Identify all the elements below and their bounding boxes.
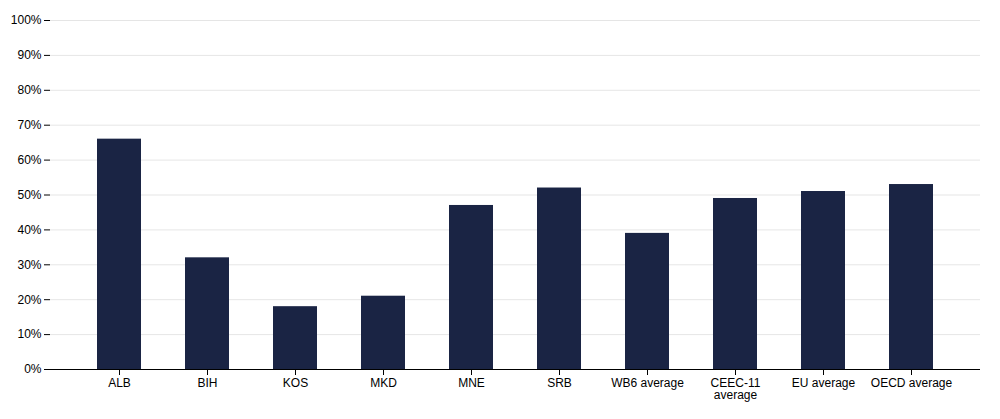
svg-text:60%: 60%	[17, 153, 41, 167]
svg-text:20%: 20%	[17, 293, 41, 307]
svg-text:ALB: ALB	[108, 376, 131, 390]
svg-text:BIH: BIH	[197, 376, 217, 390]
svg-text:EU average: EU average	[792, 376, 856, 390]
svg-text:OECD average: OECD average	[871, 376, 953, 390]
svg-text:KOS: KOS	[283, 376, 308, 390]
svg-text:CEEC-11average: CEEC-11average	[711, 376, 761, 402]
svg-text:MKD: MKD	[370, 376, 397, 390]
svg-text:70%: 70%	[17, 118, 41, 132]
svg-text:50%: 50%	[17, 188, 41, 202]
svg-text:40%: 40%	[17, 223, 41, 237]
svg-text:WB6 average: WB6 average	[611, 376, 684, 390]
svg-text:90%: 90%	[17, 48, 41, 62]
svg-text:0%: 0%	[24, 362, 42, 376]
svg-text:SRB: SRB	[547, 376, 572, 390]
svg-text:100%: 100%	[11, 13, 42, 27]
svg-text:30%: 30%	[17, 258, 41, 272]
svg-text:80%: 80%	[17, 83, 41, 97]
svg-text:10%: 10%	[17, 327, 41, 341]
svg-text:MNE: MNE	[458, 376, 485, 390]
